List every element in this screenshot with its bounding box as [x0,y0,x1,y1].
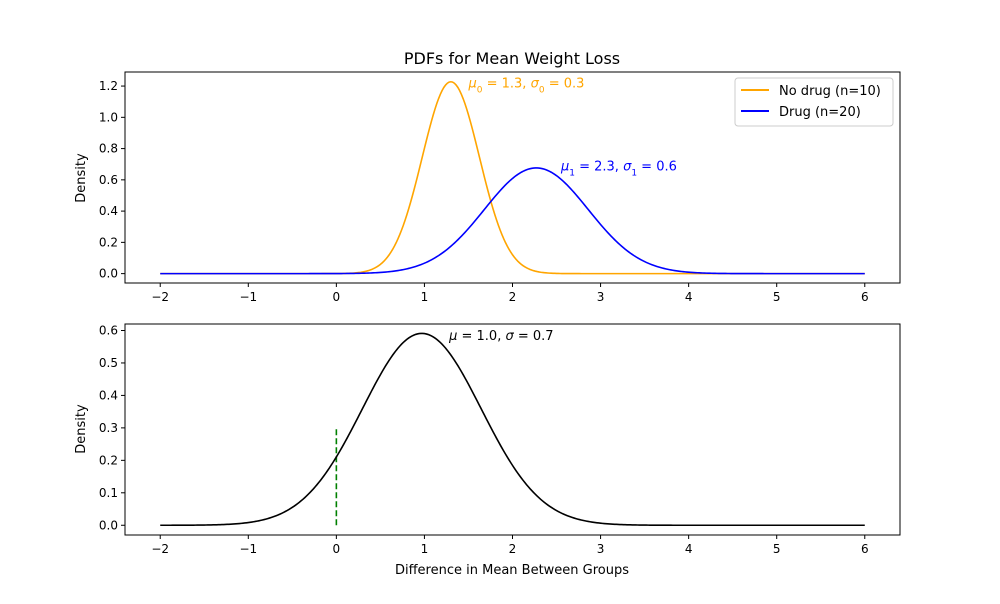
x-tick-label: 0 [333,542,341,556]
series-annotation: μ0 = 1.3, σ0 = 0.3 [467,77,584,96]
y-tick-label: 0.4 [99,388,118,402]
x-tick-label: 6 [861,290,869,304]
series-annotation: μ = 1.0, σ = 0.7 [448,329,553,344]
x-tick-label: 3 [597,542,605,556]
x-tick-label: 2 [509,290,517,304]
y-tick-label: 0.2 [99,235,118,249]
y-tick-label: 0.2 [99,453,118,467]
y-tick-label: 0.0 [99,518,118,532]
x-tick-label: 5 [773,290,781,304]
legend-label-drug: Drug (n=20) [779,105,861,120]
top-chart-panel: PDFs for Mean Weight Loss −2 −1 0 1 2 3 4 5 6 0.0… [74,49,901,304]
y-tick-label: 0.8 [99,142,118,156]
legend-frame [734,77,894,127]
series-line-difference [160,332,865,527]
chart-title: PDFs for Mean Weight Loss [404,49,620,68]
x-tick-label: 5 [773,542,781,556]
series-line-drug [160,167,865,275]
legend-label-no-drug: No drug (n=10) [779,84,881,99]
y-tick-label: 0.6 [99,323,118,337]
bottom-chart-panel: −2 −1 0 1 2 3 4 5 6 0.0 0.1 0.2 0.3 0.4 0.5 0.6 μ = 1.0… [74,323,901,578]
y-axis-label: Density [74,153,89,203]
x-tick-label: −1 [239,290,257,304]
series-annotation: μ1 = 2.3, σ1 = 0.6 [560,159,677,178]
y-tick-label: 0.0 [99,267,118,281]
y-tick-label: 1.0 [99,110,118,124]
x-tick-label: 1 [421,542,429,556]
x-tick-label: 6 [861,542,869,556]
y-tick-label: 0.5 [99,356,118,370]
y-tick-label: 0.6 [99,173,118,187]
y-tick-label: 1.2 [99,79,118,93]
x-tick-label: 3 [597,290,605,304]
y-axis-label: Density [74,404,89,454]
x-tick-label: −2 [151,290,169,304]
y-tick-label: 0.4 [99,204,118,218]
y-tick-label: 0.1 [99,486,118,500]
x-tick-label: −2 [151,542,169,556]
x-tick-label: 4 [685,290,693,304]
y-tick-label: 0.3 [99,421,118,435]
x-tick-label: 2 [509,542,517,556]
x-tick-label: −1 [239,542,257,556]
legend: No drug (n=10) Drug (n=20) [734,77,894,127]
x-axis-label: Difference in Mean Between Groups [395,563,629,578]
x-tick-label: 4 [685,542,693,556]
x-tick-label: 1 [421,290,429,304]
x-tick-label: 0 [333,290,341,304]
